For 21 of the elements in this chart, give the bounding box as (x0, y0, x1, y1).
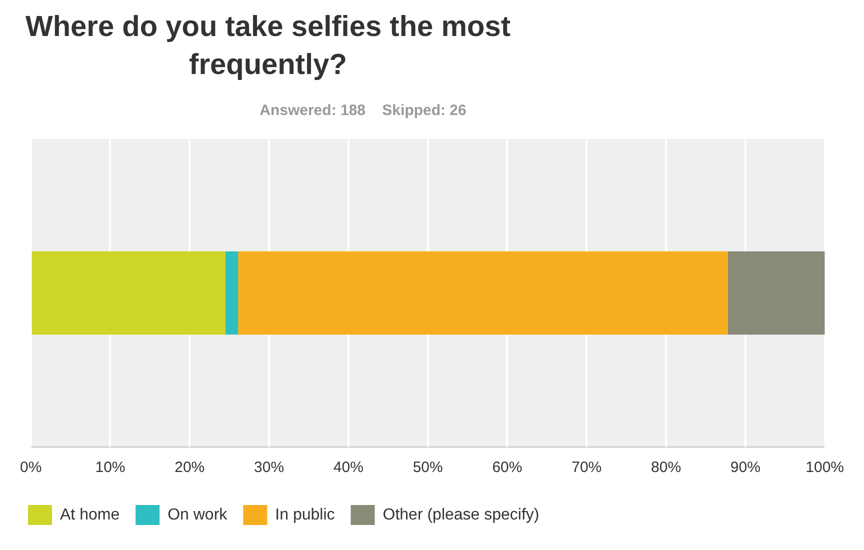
bar (238, 251, 728, 335)
x-tick-label: 50% (412, 459, 443, 476)
x-tick-label: 30% (254, 459, 284, 476)
x-tick-label: 40% (333, 459, 364, 476)
legend-label: On work (168, 506, 228, 524)
x-tick-label: 0% (20, 459, 42, 476)
x-tick-label: 80% (651, 459, 682, 476)
x-tick-label: 60% (492, 459, 522, 476)
bar (225, 251, 238, 335)
bar (32, 251, 226, 335)
legend-label: Other (please specify) (382, 506, 540, 524)
x-tick-label: 100% (806, 459, 844, 476)
legend-label: In public (275, 506, 335, 524)
x-tick-label: 90% (730, 459, 760, 476)
x-tick-label: 70% (572, 459, 602, 476)
x-tick-label: 10% (95, 459, 126, 476)
chart-subtitle: Answered: 188 Skipped: 26 (258, 102, 468, 119)
x-tick-label: 20% (174, 459, 205, 476)
bar (728, 251, 825, 335)
legend-label: At home (60, 506, 120, 524)
chart-title: Where do you take selfies the most frequently? (24, 10, 512, 83)
